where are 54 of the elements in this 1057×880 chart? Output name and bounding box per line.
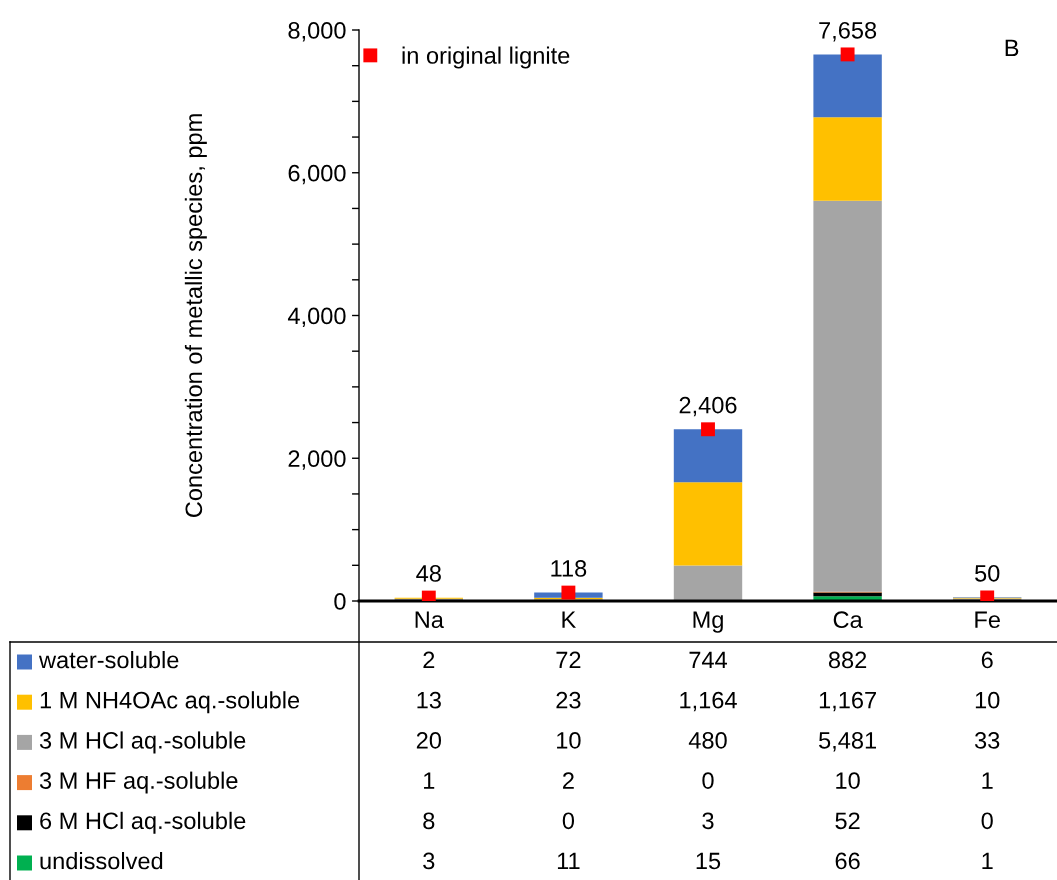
data-label: 2,406 <box>679 396 737 417</box>
data-label: 23 <box>556 691 581 709</box>
x-tick-label: K <box>562 611 577 628</box>
data-label: 10 <box>836 772 860 789</box>
legend-label: undissolved <box>40 852 163 870</box>
x-tick-label: Na <box>415 611 444 629</box>
data-label: 1,167 <box>819 691 876 712</box>
data-label: 882 <box>828 651 867 669</box>
y-axis-title: Concentration of metallic species, ppm <box>184 114 207 518</box>
y-tick-label: 4,000 <box>287 307 346 328</box>
data-label: 0 <box>562 812 575 830</box>
data-label: 5,481 <box>819 732 876 752</box>
data-label: 1 <box>424 772 435 789</box>
data-label: 72 <box>556 651 581 669</box>
data-label: 118 <box>551 560 587 577</box>
data-label: 20 <box>416 732 442 749</box>
data-label: 66 <box>835 852 860 870</box>
data-label: 2 <box>563 772 574 789</box>
legend-label: in original lignite <box>402 46 570 69</box>
data-label: 52 <box>835 812 860 830</box>
y-tick-label: 2,000 <box>288 450 346 470</box>
data-label: 33 <box>974 732 1000 749</box>
annotation: B <box>1005 39 1019 57</box>
data-label: 10 <box>557 732 581 749</box>
data-label: 1,164 <box>680 691 737 712</box>
data-label: 8 <box>423 812 435 830</box>
data-label: 48 <box>416 565 441 582</box>
data-label: 480 <box>688 732 727 749</box>
data-label: 2 <box>423 651 435 669</box>
data-label: 50 <box>975 564 1000 582</box>
data-label: 1 <box>982 772 993 789</box>
y-tick-label: 0 <box>334 593 346 610</box>
data-label: 3 <box>702 812 714 830</box>
data-label: 1 <box>982 852 993 870</box>
data-label: 11 <box>557 852 580 870</box>
y-tick-label: 8,000 <box>288 22 346 42</box>
data-label: 0 <box>981 812 993 830</box>
y-tick-label: 6,000 <box>288 164 346 185</box>
x-tick-label: Ca <box>833 611 863 629</box>
legend-label: water-soluble <box>38 650 179 669</box>
data-label: 10 <box>975 691 1000 709</box>
data-label: 744 <box>689 651 728 669</box>
legend-label: 3 M HF aq.-soluble <box>39 771 238 794</box>
x-tick-label: Mg <box>693 611 723 633</box>
x-tick-label: Fe <box>975 611 1000 629</box>
legend-label: 1 M NH4OAc aq.-soluble <box>40 691 300 714</box>
data-label: 0 <box>702 772 714 789</box>
data-label: 15 <box>696 852 721 870</box>
data-label: 13 <box>417 691 441 709</box>
data-label: 7,658 <box>819 21 877 42</box>
legend-label: 6 M HCl aq.-soluble <box>40 811 246 834</box>
data-label: 3 <box>423 852 435 870</box>
data-label: 6 <box>981 651 993 669</box>
legend-label: 3 M HCl aq.-soluble <box>39 731 246 754</box>
